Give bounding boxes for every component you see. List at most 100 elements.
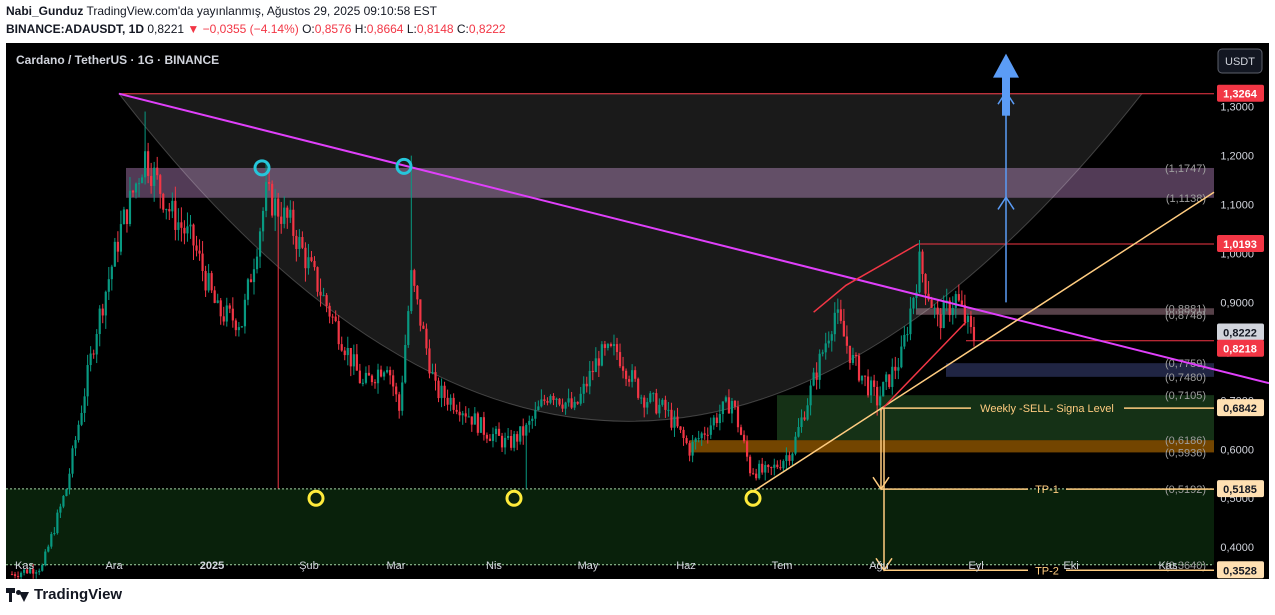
high-label: H: xyxy=(354,22,367,36)
candle-body xyxy=(507,436,510,438)
price-label-tag: 0,8218 xyxy=(1217,339,1264,357)
candle-body xyxy=(370,375,374,383)
candle xyxy=(271,180,274,218)
candle xyxy=(797,418,800,438)
candle-body xyxy=(761,463,764,473)
candle xyxy=(742,430,746,444)
candle xyxy=(652,392,655,402)
candle xyxy=(709,417,712,439)
candle xyxy=(870,376,873,403)
candle-body xyxy=(718,413,721,424)
candle xyxy=(727,389,731,414)
touch-point-circle xyxy=(395,157,413,175)
candle xyxy=(23,569,26,576)
candle xyxy=(827,331,830,348)
candle xyxy=(494,426,498,443)
candle xyxy=(685,435,688,445)
candle-body xyxy=(933,307,936,309)
candle xyxy=(280,201,283,234)
y-tick-label: 0,6000 xyxy=(1220,444,1254,456)
green-demand-zone xyxy=(6,488,1214,565)
candle-body xyxy=(752,473,755,475)
candle xyxy=(479,417,482,434)
candle xyxy=(670,402,673,431)
price-chart[interactable]: (1,1747) (1,1138) (0,8881)(0,8748) (0,7759)… xyxy=(6,43,1269,579)
candle xyxy=(897,358,900,380)
candle xyxy=(398,391,401,419)
candle xyxy=(470,416,473,432)
y-tick-label: 1,0000 xyxy=(1220,248,1254,260)
tp2-label: TP-2 xyxy=(1035,565,1059,577)
y-tick-label: 1,1000 xyxy=(1220,200,1254,212)
candle xyxy=(246,277,250,306)
candle xyxy=(776,460,779,469)
candle xyxy=(147,142,150,184)
candle xyxy=(95,329,98,364)
candle xyxy=(189,215,192,239)
candle xyxy=(885,371,888,391)
candle-body xyxy=(59,506,62,513)
candle-body xyxy=(234,320,237,331)
candle-body xyxy=(35,572,38,574)
candle-body xyxy=(649,393,652,403)
candle-body xyxy=(519,426,522,442)
candle-body xyxy=(395,386,398,395)
candle-body xyxy=(770,467,773,469)
candle-body xyxy=(516,434,519,442)
candle xyxy=(237,322,240,337)
candle-body xyxy=(773,464,776,468)
candle xyxy=(180,207,183,242)
last-price: 0,8221 xyxy=(147,22,185,36)
candle-body xyxy=(679,426,682,430)
candle xyxy=(177,208,180,241)
candle xyxy=(373,379,377,389)
candle xyxy=(428,339,431,379)
candle xyxy=(325,293,328,313)
candle xyxy=(50,531,53,549)
y-tick-label: 0,4000 xyxy=(1220,542,1254,554)
candle-body xyxy=(32,569,35,574)
cup-pattern-arc xyxy=(117,93,1144,422)
candle xyxy=(833,302,836,342)
candle xyxy=(718,404,721,431)
candle-body xyxy=(137,183,141,185)
candle xyxy=(125,209,129,233)
candle xyxy=(522,418,525,445)
price-tag-bg xyxy=(1217,323,1264,341)
candle-body xyxy=(419,299,422,326)
candle xyxy=(646,397,649,415)
candle xyxy=(649,391,652,404)
candle xyxy=(434,363,437,391)
candle xyxy=(752,468,755,475)
descending-trendline xyxy=(118,92,1269,385)
candle xyxy=(243,293,247,334)
candle-body xyxy=(140,177,144,184)
candle-body xyxy=(485,434,489,439)
candle-body xyxy=(721,401,724,414)
currency-button[interactable]: USDT xyxy=(1217,48,1263,74)
tradingview-logo[interactable]: TradingView xyxy=(6,586,122,603)
candle xyxy=(286,205,289,229)
candle-body xyxy=(806,405,809,420)
candle-body xyxy=(939,314,942,329)
candle-body xyxy=(346,347,349,356)
candle xyxy=(482,411,485,441)
candle xyxy=(933,304,936,319)
candle-body xyxy=(866,376,870,396)
candle-body xyxy=(667,409,670,411)
candle-body xyxy=(113,241,116,267)
candle-body xyxy=(494,428,498,435)
candle xyxy=(894,356,897,380)
candle-body xyxy=(715,417,718,424)
candle xyxy=(679,426,682,434)
candle-body xyxy=(670,409,673,428)
candle-body xyxy=(564,402,567,409)
candle-body xyxy=(685,438,688,444)
candle xyxy=(688,440,691,462)
author-name[interactable]: Nabi_Gunduz xyxy=(6,4,84,18)
tradingview-logo-icon xyxy=(6,587,29,602)
candle xyxy=(921,249,924,283)
price-label-tag: 0,6842 xyxy=(1217,399,1264,417)
candle-body xyxy=(449,397,452,405)
candle-body xyxy=(845,336,848,346)
